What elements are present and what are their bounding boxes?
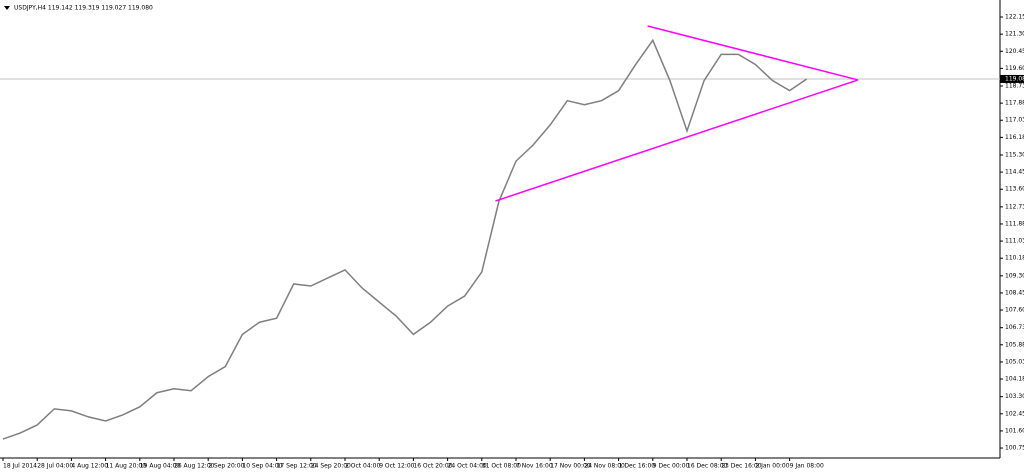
y-tick-label: 101.605 (1005, 427, 1024, 434)
x-tick-label: 24 Nov 08:00 (584, 463, 625, 470)
x-tick-label: 23 Dec 16:00 (721, 463, 762, 470)
y-tick-label: 111.880 (1005, 220, 1024, 227)
x-tick-label: 17 Nov 00:00 (550, 463, 591, 470)
x-tick-label: 26 Aug 12:00 (174, 463, 215, 470)
menu-arrow[interactable] (4, 6, 10, 10)
y-tick-label: 115.305 (1005, 151, 1024, 158)
y-tick-label: 114.455 (1005, 169, 1024, 176)
y-tick-label: 104.180 (1005, 376, 1024, 383)
x-tick-label: 19 Aug 04:00 (140, 463, 181, 470)
y-tick-label: 109.305 (1005, 272, 1024, 279)
x-tick-label: 31 Oct 08:00 (482, 463, 521, 470)
chart-title: USDJPY,H4 119.142 119.319 119.027 119.08… (14, 5, 153, 12)
y-tick-label: 103.305 (1005, 393, 1024, 400)
y-tick-label: 121.305 (1005, 31, 1024, 38)
x-tick-label: 24 Sep 20:00 (311, 463, 351, 470)
x-tick-label: 18 Jul 2014 (3, 463, 37, 470)
trendline (647, 25, 859, 81)
x-tick-label: 24 Oct 04:00 (448, 463, 487, 470)
y-tick-label: 112.730 (1005, 203, 1024, 210)
y-tick-label: 120.455 (1005, 48, 1024, 55)
x-tick-label: 1 Dec 16:00 (619, 463, 656, 470)
x-tick-label: 4 Aug 12:00 (71, 463, 108, 470)
y-tick-label: 117.880 (1005, 100, 1024, 107)
x-tick-label: 2 Sep 20:00 (208, 463, 244, 470)
price-label-box (1000, 74, 1024, 83)
x-tick-label: 16 Oct 20:00 (413, 463, 452, 470)
y-tick-label: 117.030 (1005, 117, 1024, 124)
y-tick-label: 105.880 (1005, 341, 1024, 348)
x-tick-label: 11 Aug 20:00 (106, 463, 147, 470)
y-tick-label: 119.605 (1005, 65, 1024, 72)
y-tick-label: 111.030 (1005, 238, 1024, 245)
y-tick-label: 106.730 (1005, 324, 1024, 331)
x-tick-label: 9 Oct 12:00 (379, 463, 414, 470)
y-tick-label: 122.155 (1005, 14, 1024, 21)
y-tick-label: 110.180 (1005, 255, 1024, 262)
x-tick-label: 16 Dec 08:00 (687, 463, 728, 470)
x-tick-label: 7 Nov 16:00 (516, 463, 553, 470)
y-tick-label: 113.605 (1005, 186, 1024, 193)
x-tick-label: 9 Dec 00:00 (653, 463, 690, 470)
trendline (495, 79, 859, 202)
y-tick-label: 105.030 (1005, 358, 1024, 365)
y-tick-label: 100.755 (1005, 445, 1024, 452)
y-tick-label: 118.730 (1005, 83, 1024, 90)
y-tick-label: 107.605 (1005, 307, 1024, 314)
x-tick-label: 2 Oct 04:00 (345, 463, 380, 470)
y-tick-label: 108.455 (1005, 289, 1024, 296)
x-tick-label: 28 Jul 04:00 (37, 463, 73, 470)
x-tick-label: 2 Jan 00:00 (755, 463, 789, 470)
y-tick-label: 116.180 (1005, 134, 1024, 141)
x-tick-label: 10 Sep 04:00 (242, 463, 282, 470)
x-tick-label: 9 Jan 08:00 (790, 463, 824, 470)
price-line-series (2, 38, 808, 440)
price-label: 119.080 (1005, 75, 1024, 82)
x-tick-label: 17 Sep 12:00 (277, 463, 317, 470)
y-tick-label: 102.455 (1005, 410, 1024, 417)
